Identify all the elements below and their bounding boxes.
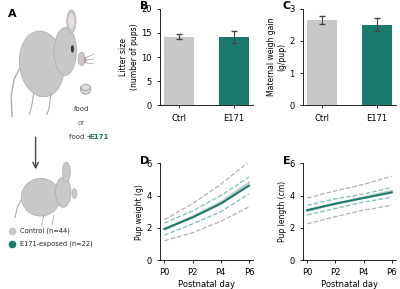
Ellipse shape	[80, 84, 91, 94]
Bar	[164, 37, 194, 105]
Ellipse shape	[78, 52, 85, 66]
Circle shape	[62, 162, 70, 182]
Text: A: A	[8, 9, 17, 19]
Bar	[307, 20, 337, 105]
Text: B: B	[140, 1, 148, 11]
Y-axis label: Maternal weigh gain
(g/pup): Maternal weigh gain (g/pup)	[267, 18, 286, 96]
X-axis label: Postnatal day: Postnatal day	[321, 280, 378, 289]
Bar	[219, 37, 249, 105]
Text: E171-exposed (n=22): E171-exposed (n=22)	[20, 240, 93, 247]
Y-axis label: Pup weight (g): Pup weight (g)	[135, 184, 144, 240]
Circle shape	[71, 45, 74, 53]
X-axis label: Postnatal day: Postnatal day	[178, 280, 235, 289]
Ellipse shape	[19, 31, 64, 97]
Ellipse shape	[72, 188, 77, 199]
Text: food: food	[74, 106, 89, 112]
Y-axis label: Litter size
(number of pups): Litter size (number of pups)	[119, 24, 138, 90]
Ellipse shape	[54, 27, 76, 75]
Text: D: D	[140, 156, 149, 166]
Text: or: or	[78, 120, 85, 126]
Ellipse shape	[68, 14, 74, 29]
Bar	[362, 25, 392, 105]
Ellipse shape	[67, 10, 76, 33]
Text: C: C	[283, 1, 291, 11]
Text: E171: E171	[89, 134, 109, 140]
Ellipse shape	[21, 178, 60, 216]
Text: food +: food +	[69, 134, 95, 140]
Text: Control (n=44): Control (n=44)	[20, 228, 70, 234]
Ellipse shape	[56, 177, 71, 207]
Y-axis label: Pup length (cm): Pup length (cm)	[278, 181, 286, 242]
Circle shape	[84, 57, 86, 63]
Text: E: E	[283, 156, 290, 166]
